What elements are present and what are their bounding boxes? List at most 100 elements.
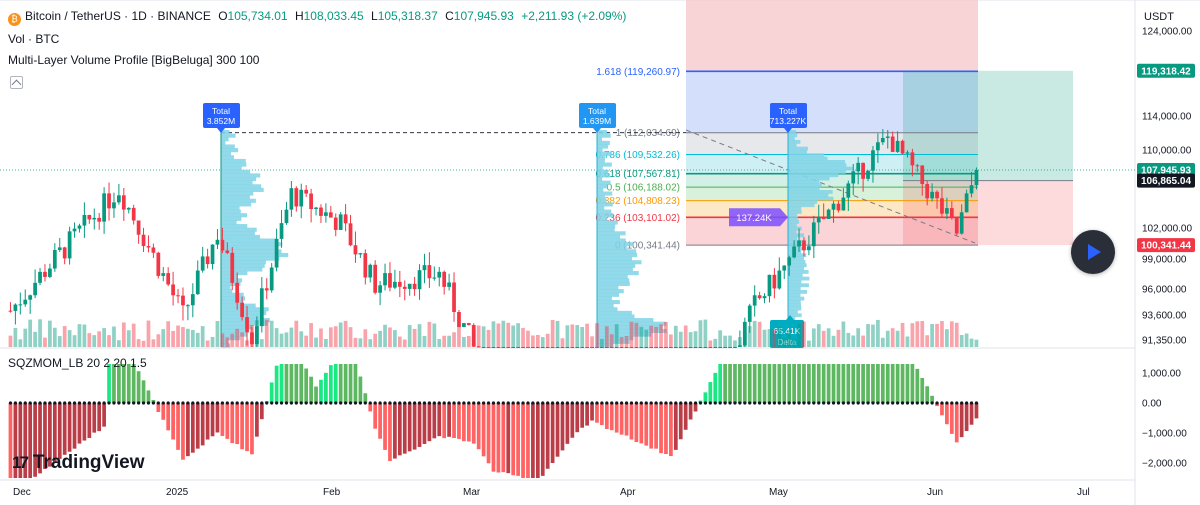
volume-bar — [600, 338, 604, 347]
candle-body — [940, 198, 944, 214]
volume-bar — [624, 335, 629, 347]
volume-bar — [491, 321, 496, 347]
candle-body — [235, 282, 240, 303]
candle-body — [590, 347, 594, 348]
price-axis-tag-text: 119,318.42 — [1141, 66, 1191, 77]
momentum-bar — [718, 364, 723, 403]
candle-body — [831, 203, 836, 210]
squeeze-dot — [422, 401, 427, 405]
squeeze-dot — [546, 401, 550, 405]
time-axis-label: Apr — [620, 487, 636, 498]
volume-profile-2 — [597, 130, 667, 348]
candle-body — [67, 231, 72, 259]
momentum-bar — [895, 364, 900, 403]
symbol-line[interactable]: Bitcoin / TetherUS · 1D · BINANCE — [25, 9, 211, 23]
squeeze-legend[interactable]: SQZMOM_LB 20 2 20 1.5 — [8, 356, 147, 370]
volume-bar — [225, 337, 230, 347]
squeeze-dot — [639, 401, 643, 405]
momentum-bar — [920, 377, 925, 403]
profile-bin — [221, 299, 244, 305]
volume-bar — [550, 320, 555, 347]
momentum-bar — [669, 403, 673, 457]
price-axis-tag-text: 107,945.93 — [1141, 166, 1191, 177]
squeeze-dot — [299, 401, 303, 405]
currency-label[interactable]: USDT — [1144, 11, 1174, 23]
profile-bin — [788, 310, 798, 314]
osc-axis-label: 0.00 — [1142, 399, 1162, 410]
low-value: 105,318.37 — [377, 9, 438, 23]
profile-total-box — [579, 103, 616, 128]
profile-bin — [221, 343, 231, 348]
volume-bar — [407, 325, 412, 347]
squeeze-dot — [314, 401, 318, 405]
squeeze-dot — [462, 401, 466, 405]
profile-bin — [788, 236, 798, 241]
profile-bin — [788, 220, 800, 224]
collapse-legend-button[interactable] — [10, 76, 23, 89]
squeeze-dot — [477, 401, 481, 405]
profile-bin — [597, 144, 609, 149]
profile-bin — [597, 137, 603, 142]
squeeze-dot — [201, 401, 205, 405]
momentum-bar — [885, 364, 890, 403]
momentum-bar — [8, 403, 13, 478]
volume-bar — [856, 328, 861, 347]
volume-bar — [797, 323, 801, 347]
squeeze-dot — [905, 401, 910, 405]
price-axis-tag-text: 100,341.44 — [1141, 241, 1191, 252]
squeeze-dot — [531, 401, 535, 405]
candle-body — [363, 253, 368, 278]
profile-total-value: 3.852M — [207, 116, 235, 126]
profile-bin — [788, 130, 797, 134]
profile-bin — [221, 169, 251, 174]
momentum-bar — [324, 372, 328, 403]
momentum-bar — [18, 403, 23, 478]
volume-bar — [713, 338, 718, 347]
play-button[interactable] — [1071, 230, 1115, 274]
volume-bar — [614, 324, 619, 347]
volume-bar — [92, 335, 97, 347]
candle-body — [240, 302, 244, 318]
profile-bin — [788, 200, 818, 204]
price-axis-tag — [1137, 163, 1195, 178]
squeeze-dot — [457, 401, 461, 405]
volume-bar — [895, 330, 900, 347]
volume-bar — [333, 326, 338, 347]
profile-bin — [788, 213, 798, 218]
candle-body — [797, 240, 801, 247]
profile-bin — [788, 270, 809, 274]
volume-bar — [18, 339, 23, 347]
volume-bar — [314, 337, 318, 347]
poc-tag-box — [729, 208, 788, 227]
candle-body — [811, 222, 816, 247]
candle-body — [77, 225, 82, 229]
price-axis-label: 114,000.00 — [1142, 112, 1192, 123]
momentum-bar — [240, 403, 244, 450]
candle-body — [38, 271, 42, 283]
momentum-bar — [728, 364, 732, 403]
volume-bar — [570, 324, 575, 347]
squeeze-dot — [68, 401, 72, 405]
squeeze-dot — [329, 401, 333, 405]
profile-bin — [221, 242, 283, 247]
profile-bin — [221, 151, 232, 156]
squeeze-dot — [501, 401, 505, 405]
momentum-bar — [215, 403, 220, 433]
momentum-bar — [383, 403, 387, 450]
candle-body — [866, 170, 870, 179]
squeeze-dot — [723, 401, 727, 405]
squeeze-dot — [413, 401, 417, 405]
volume-legend[interactable]: Vol · BTC — [8, 32, 60, 46]
profile-bin — [597, 321, 667, 326]
candle-body — [738, 345, 742, 347]
squeeze-dot — [417, 401, 422, 405]
profile-bin — [221, 180, 253, 185]
profile-bin — [597, 242, 634, 247]
indicator-legend[interactable]: Multi-Layer Volume Profile [BigBeluga] 3… — [8, 53, 260, 67]
candle-body — [368, 264, 373, 278]
momentum-bar — [82, 403, 87, 441]
momentum-bar — [210, 403, 215, 437]
candle-body — [284, 209, 289, 224]
candle-body — [885, 136, 890, 138]
